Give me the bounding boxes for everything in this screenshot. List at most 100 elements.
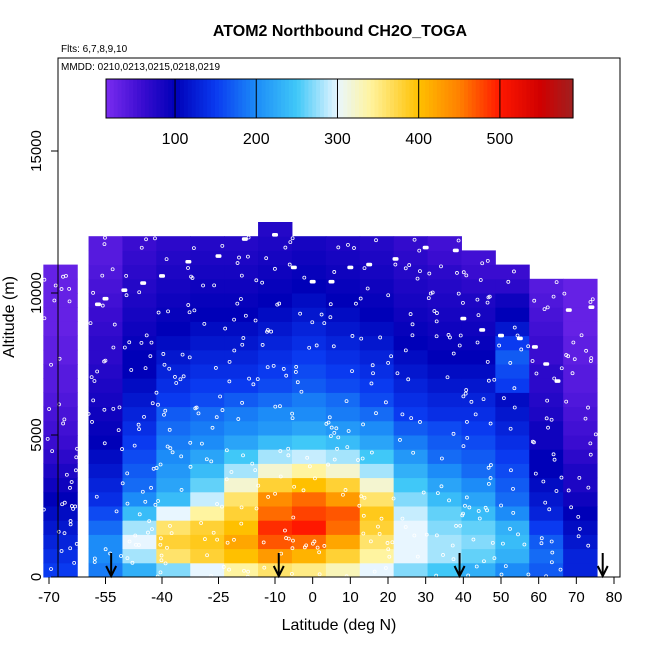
colorbar-segment <box>129 79 134 118</box>
sample-point <box>492 377 497 382</box>
heatmap-cell <box>224 449 259 464</box>
sample-point <box>235 261 240 265</box>
heatmap-cell <box>291 463 327 479</box>
sample-point <box>499 503 503 508</box>
heatmap-cell <box>224 491 259 507</box>
heatmap-cell <box>563 420 598 436</box>
colorbar-segment <box>518 79 524 118</box>
sample-point <box>68 546 73 551</box>
heatmap-cell <box>563 392 598 408</box>
sample-point <box>170 450 175 455</box>
heatmap-cell <box>88 449 123 464</box>
heatmap-cell <box>495 534 530 550</box>
heatmap-cell <box>190 293 225 308</box>
colorbar-segment <box>176 79 181 118</box>
colorbar-segment <box>448 79 453 118</box>
sample-point <box>588 452 593 457</box>
heatmap-cell <box>393 506 429 521</box>
heatmap-cell <box>427 491 462 507</box>
heatmap-cell <box>291 406 327 422</box>
track-segment <box>328 279 335 284</box>
sample-point <box>458 523 463 528</box>
sample-point <box>501 541 505 546</box>
heatmap-cell <box>122 349 157 365</box>
heatmap-cell <box>156 236 191 251</box>
colorbar-segment <box>444 79 450 118</box>
sample-point <box>319 312 324 317</box>
colorbar-tick-label: 300 <box>324 131 351 148</box>
flights-label: Flts: 6,7,8,9,10 <box>61 44 128 55</box>
heatmap-cell <box>88 364 123 379</box>
sample-point <box>476 313 481 317</box>
sample-point <box>144 333 149 338</box>
x-tick-label: 80 <box>606 589 623 606</box>
sample-point <box>409 416 414 421</box>
sample-point <box>379 516 384 521</box>
colorbar-segment <box>464 79 469 118</box>
sample-point <box>374 411 378 416</box>
sample-point <box>481 397 486 402</box>
heatmap-cell <box>122 449 157 464</box>
heatmap-cell <box>461 406 496 422</box>
heatmap-cell <box>325 250 361 266</box>
sample-point <box>227 359 232 364</box>
sample-point <box>232 317 236 322</box>
sample-point <box>165 444 170 449</box>
sample-point <box>464 273 469 278</box>
sample-point <box>286 536 291 541</box>
heatmap-cell <box>359 392 395 408</box>
sample-point <box>59 287 64 291</box>
heatmap-cell <box>461 506 496 521</box>
sample-point <box>571 340 576 345</box>
heatmap-cell <box>190 364 225 379</box>
heatmap-cell <box>156 562 191 578</box>
arrow-markers <box>105 553 609 579</box>
sample-point <box>56 529 61 534</box>
colorbar-segment <box>514 79 520 118</box>
sample-point <box>169 531 174 536</box>
sample-point <box>174 381 179 385</box>
heatmap-cell <box>529 520 564 535</box>
sample-point <box>370 363 375 368</box>
sample-point <box>485 359 490 364</box>
sample-point <box>209 574 214 579</box>
arrow-head <box>272 565 285 579</box>
heatmap-cell <box>224 378 259 393</box>
sample-point <box>395 371 400 376</box>
sample-point <box>137 427 141 432</box>
sample-point <box>588 359 593 363</box>
sample-point <box>410 322 415 327</box>
sample-point <box>196 411 201 416</box>
sample-point <box>377 531 382 536</box>
sample-point <box>424 532 429 537</box>
sample-point <box>386 293 391 298</box>
heatmap-cell <box>393 477 429 493</box>
colorbar-segment <box>257 79 263 118</box>
sample-point <box>74 541 79 546</box>
track-segment <box>347 265 354 270</box>
sample-point <box>486 295 491 300</box>
sample-point <box>179 454 184 459</box>
sample-point <box>512 269 516 274</box>
colorbar-segment <box>164 79 169 118</box>
sample-point <box>532 298 537 303</box>
sample-point <box>205 553 209 558</box>
sample-point <box>415 554 420 559</box>
heatmap-cell <box>291 307 327 322</box>
sample-point <box>95 369 100 374</box>
heatmap-cell <box>156 506 191 521</box>
sample-point <box>236 417 241 421</box>
sample-point <box>552 376 557 381</box>
heatmap-cell <box>291 420 327 436</box>
colorbar-segment <box>183 79 189 118</box>
heatmap-cell <box>156 491 191 507</box>
sample-point <box>354 301 358 306</box>
sample-point <box>161 352 166 356</box>
heatmap-cell <box>258 463 293 479</box>
heatmap-cell <box>190 520 225 535</box>
heatmap-cell <box>43 562 78 578</box>
heatmap-cell <box>393 392 429 408</box>
colorbar-segment <box>421 79 426 118</box>
heatmap-cell <box>43 406 78 422</box>
heatmap-cell <box>224 534 259 550</box>
